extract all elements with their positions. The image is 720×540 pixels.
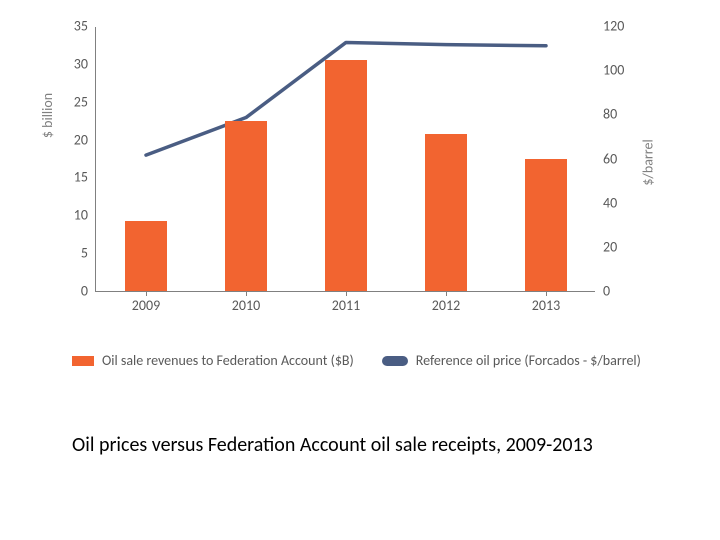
- legend: Oil sale revenues to Federation Account …: [72, 352, 641, 369]
- y-left-tick: 20: [74, 131, 96, 148]
- x-tick-label: 2013: [532, 291, 560, 314]
- y-right-tick: 20: [595, 238, 617, 255]
- y-left-tick: 0: [81, 283, 96, 300]
- legend-label: Reference oil price (Forcados - $/barrel…: [416, 352, 641, 369]
- y-right-tick: 80: [595, 106, 617, 123]
- chart-caption: Oil prices versus Federation Account oil…: [72, 432, 593, 458]
- figure-canvas: 0 5 10 15 20 25 30 35 0 20 40 60 80 100 120 2009 2010 201…: [0, 0, 720, 540]
- legend-item: Reference oil price (Forcados - $/barrel…: [382, 352, 641, 369]
- bar: [525, 159, 567, 292]
- legend-item: Oil sale revenues to Federation Account …: [72, 352, 354, 369]
- y-right-tick: 60: [595, 150, 617, 167]
- y-right-tick: 120: [595, 18, 624, 35]
- y-left-tick: 25: [74, 93, 96, 110]
- y-axis-left-label: $ billion: [39, 92, 56, 137]
- legend-label: Oil sale revenues to Federation Account …: [102, 352, 354, 369]
- x-tick-label: 2010: [232, 291, 260, 314]
- y-left-tick: 10: [74, 207, 96, 224]
- x-tick-label: 2009: [132, 291, 160, 314]
- legend-swatch-line: [382, 356, 408, 366]
- bar: [325, 60, 367, 291]
- y-right-tick: 0: [595, 283, 610, 300]
- y-left-tick: 30: [74, 55, 96, 72]
- y-left-tick: 35: [74, 18, 96, 35]
- x-tick-label: 2011: [332, 291, 360, 314]
- bar: [225, 121, 267, 291]
- legend-swatch-bar: [72, 356, 94, 366]
- bar: [425, 134, 467, 291]
- y-right-tick: 40: [595, 194, 617, 211]
- y-axis-right-label: $/barrel: [640, 140, 657, 186]
- bar: [125, 221, 167, 291]
- y-left-tick: 5: [81, 245, 96, 262]
- x-tick-label: 2012: [432, 291, 460, 314]
- plot-area: 0510152025303502040608010012020092010201…: [95, 27, 595, 292]
- y-left-tick: 15: [74, 169, 96, 186]
- y-right-tick: 100: [595, 62, 624, 79]
